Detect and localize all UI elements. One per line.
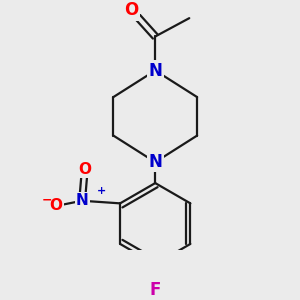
Text: F: F [149,281,161,299]
Text: N: N [148,153,162,171]
Text: O: O [50,199,62,214]
Text: +: + [97,186,106,196]
Text: −: − [42,194,52,206]
Text: O: O [78,162,91,177]
Text: N: N [76,193,88,208]
Text: O: O [124,1,139,19]
Text: N: N [148,61,162,80]
